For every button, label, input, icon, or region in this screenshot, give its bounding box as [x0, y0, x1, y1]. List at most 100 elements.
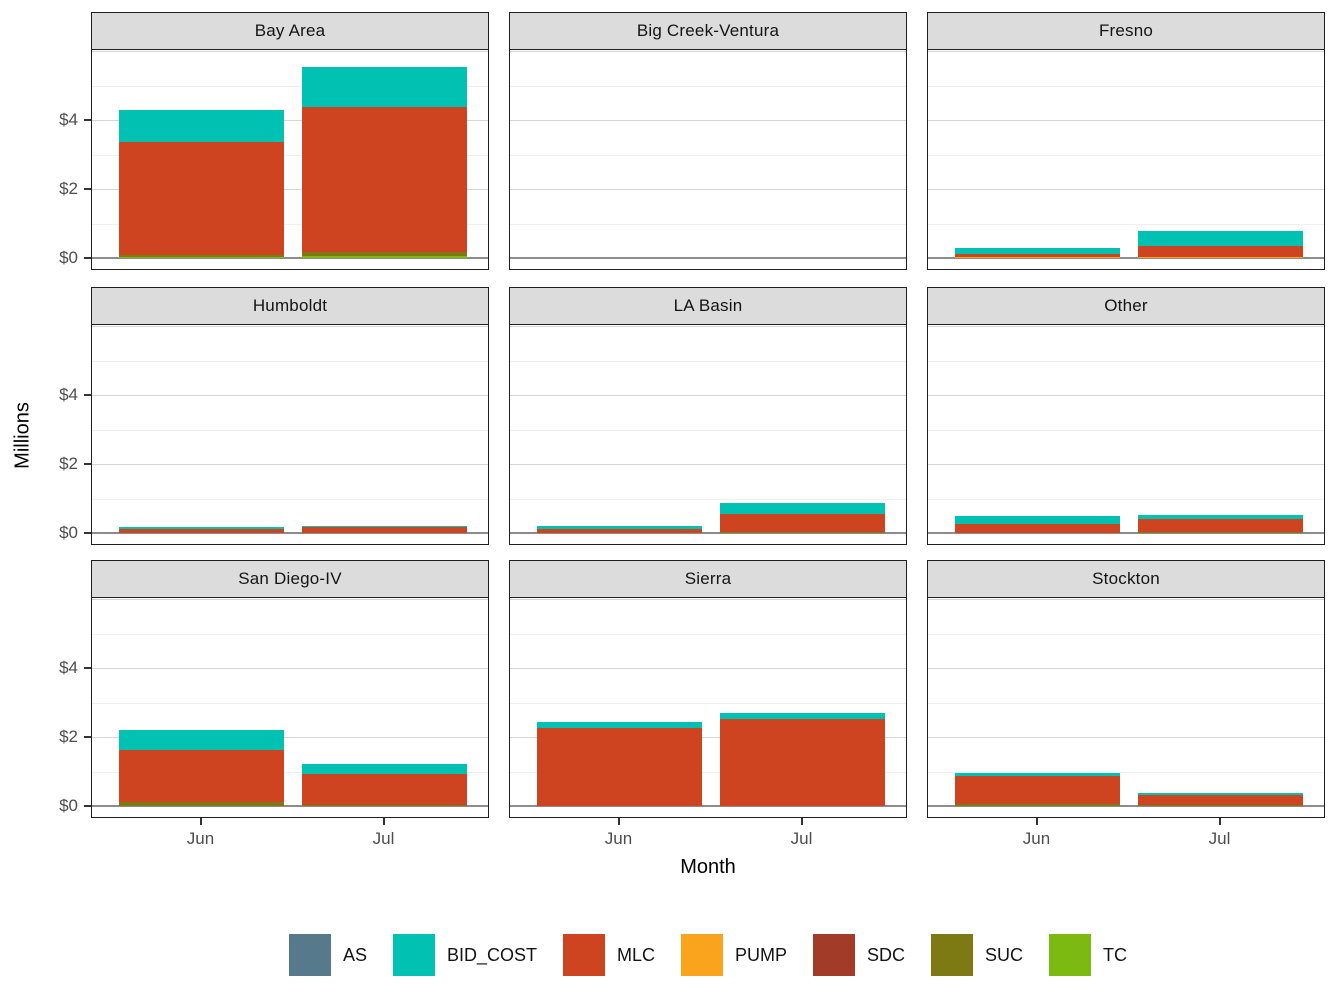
gridline-major: [92, 737, 488, 738]
y-tick-label: $4: [59, 658, 78, 677]
bar-segment-sierra-jun-bid-cost: [537, 721, 702, 728]
facet-strip-humboldt: Humboldt: [91, 287, 489, 325]
gridline-minor: [92, 498, 488, 500]
gridline-major: [510, 737, 906, 738]
gridline-major: [92, 395, 488, 396]
bar-segment-stockton-jul-suc: [1138, 805, 1303, 807]
zero-line: [510, 257, 906, 259]
facet-strip-other: Other: [927, 287, 1325, 325]
zero-line: [92, 805, 488, 807]
zero-line: [92, 532, 488, 534]
legend-item-as: AS: [288, 934, 367, 976]
gridline-minor: [510, 85, 906, 87]
gridline-minor: [928, 223, 1324, 225]
zero-line: [928, 805, 1324, 807]
y-tick-label: $0: [59, 523, 78, 542]
bar-segment-la-basin-jun-mlc: [537, 528, 702, 533]
zero-line: [928, 257, 1324, 259]
facet-strip-la-basin: LA Basin: [509, 287, 907, 325]
gridline-major: [510, 51, 906, 52]
y-tick-mark: [84, 532, 91, 535]
gridline-minor: [92, 702, 488, 704]
bar-segment-humboldt-jul-bid-cost: [302, 526, 467, 528]
legend-label: MLC: [616, 944, 655, 965]
bar-segment-bay-area-jun-bid-cost: [119, 109, 284, 143]
y-tick-mark: [84, 394, 91, 397]
gridline-major: [928, 120, 1324, 121]
facet-panel-humboldt: [91, 325, 489, 545]
facet-panel-san-diego-iv: [91, 598, 489, 818]
legend-item-tc: TC: [1049, 934, 1127, 976]
facet-panel-other: [927, 325, 1325, 545]
gridline-major: [92, 326, 488, 327]
gridline-minor: [92, 771, 488, 773]
legend-item-bid-cost: BID_COST: [392, 934, 537, 976]
facet-panel-fresno: [927, 50, 1325, 270]
bar-segment-other-jun-mlc: [955, 523, 1120, 533]
gridline-minor: [92, 360, 488, 362]
y-tick-label: $2: [59, 179, 78, 198]
legend-label: BID_COST: [446, 944, 537, 965]
x-tick-label: Jul: [372, 829, 395, 848]
legend-label: AS: [342, 944, 367, 965]
bar-segment-humboldt-jul-mlc: [302, 527, 467, 533]
facet-strip-big-creek-ventura: Big Creek-Ventura: [509, 12, 907, 50]
bar-segment-fresno-jun-mlc: [955, 253, 1120, 257]
legend-item-sdc: SDC: [813, 934, 905, 976]
facet-strip-fresno: Fresno: [927, 12, 1325, 50]
bar-segment-other-jul-bid-cost: [1138, 515, 1303, 519]
gridline-minor: [510, 633, 906, 635]
legend-item-pump: PUMP: [681, 934, 787, 976]
facet-title: Sierra: [684, 569, 732, 588]
facet-title: LA Basin: [673, 296, 743, 315]
bar-segment-stockton-jul-bid-cost: [1138, 792, 1303, 796]
facet-panel-sierra: [509, 598, 907, 818]
gridline-minor: [92, 154, 488, 156]
bar-segment-other-jun-bid-cost: [955, 516, 1120, 524]
y-tick-label: $0: [59, 796, 78, 815]
y-axis-title: Millions: [11, 402, 34, 469]
gridline-major: [510, 395, 906, 396]
zero-line: [510, 805, 906, 807]
facet-panel-bay-area: [91, 50, 489, 270]
y-tick-label: $2: [59, 727, 78, 746]
gridline-major: [510, 120, 906, 121]
gridline-major: [510, 464, 906, 465]
bar-segment-bay-area-jun-tc: [119, 256, 284, 258]
facet-title: Humboldt: [252, 296, 328, 315]
y-tick-mark: [84, 119, 91, 122]
y-tick-mark: [84, 463, 91, 466]
gridline-minor: [510, 498, 906, 500]
gridline-minor: [928, 360, 1324, 362]
legend-label: SUC: [985, 944, 1024, 965]
bar-segment-bay-area-jul-mlc: [302, 106, 467, 252]
bar-segment-la-basin-jul-bid-cost: [720, 503, 885, 515]
legend-label: TC: [1103, 944, 1128, 965]
gridline-minor: [510, 429, 906, 431]
bar-segment-bay-area-jul-bid-cost: [302, 67, 467, 107]
gridline-major: [510, 326, 906, 327]
bar-segment-other-jul-mlc: [1138, 518, 1303, 533]
gridline-minor: [92, 633, 488, 635]
facet-strip-san-diego-iv: San Diego-IV: [91, 560, 489, 598]
bar-segment-san-diego-iv-jun-bid-cost: [119, 730, 284, 750]
bar-segment-la-basin-jun-bid-cost: [537, 526, 702, 529]
bar-segment-stockton-jul-mlc: [1138, 795, 1303, 806]
gridline-minor: [510, 223, 906, 225]
gridline-major: [92, 120, 488, 121]
y-tick-mark: [84, 188, 91, 191]
legend-item-suc: SUC: [931, 934, 1023, 976]
facet-strip-sierra: Sierra: [509, 560, 907, 598]
bar-segment-san-diego-iv-jun-mlc: [119, 749, 284, 803]
x-tick-mark: [199, 818, 202, 825]
bar-segment-la-basin-jul-suc: [720, 532, 885, 534]
gridline-major: [928, 51, 1324, 52]
bar-segment-other-jul-suc: [1138, 532, 1303, 534]
gridline-major: [928, 189, 1324, 190]
facet-title: Other: [1104, 296, 1148, 315]
legend-label: SDC: [867, 944, 906, 965]
gridline-minor: [510, 360, 906, 362]
y-tick-mark: [84, 805, 91, 808]
zero-line: [928, 532, 1324, 534]
